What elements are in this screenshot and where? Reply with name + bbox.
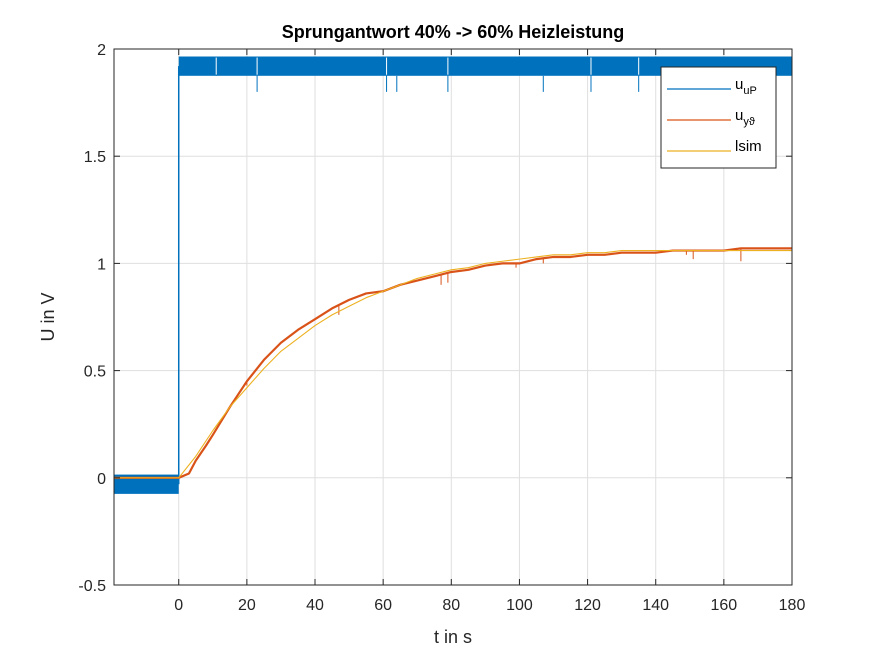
- legend-label: lsim: [735, 138, 762, 155]
- series-layer: [114, 56, 792, 494]
- y-tick-label: 0.5: [84, 364, 106, 381]
- x-tick-label: 60: [374, 597, 392, 614]
- chart-title: Sprungantwort 40% -> 60% Heizleistung: [282, 22, 625, 42]
- axes-box: [113, 48, 793, 586]
- x-tick-label: 140: [642, 597, 669, 614]
- x-tick-label: 40: [306, 597, 324, 614]
- y-tick-label: 0: [97, 471, 106, 488]
- x-axis-label: t in s: [434, 627, 472, 647]
- x-tick-label: 160: [711, 597, 738, 614]
- x-tick-label: 80: [442, 597, 460, 614]
- y-tick-label: -0.5: [78, 578, 106, 595]
- x-tick-label: 180: [779, 597, 806, 614]
- ticks: [114, 48, 793, 586]
- series-lsim: [114, 249, 792, 479]
- x-tick-label: 20: [238, 597, 256, 614]
- legend: uuP uyϑ lsim: [660, 66, 777, 169]
- y-axis-label: U in V: [38, 292, 58, 341]
- y-tick-label: 1: [97, 256, 106, 273]
- legend-label: uyϑ: [735, 107, 755, 128]
- tick-labels: 0 20 40 60 80 100 120 140 160 180 -0.5 0 0.5 1 1.5 2: [78, 42, 805, 614]
- x-tick-label: 100: [506, 597, 533, 614]
- y-tick-label: 1.5: [84, 149, 106, 166]
- noise-band: [114, 474, 179, 494]
- x-tick-label: 120: [574, 597, 601, 614]
- y-tick-label: 2: [97, 42, 106, 59]
- x-tick-label: 0: [174, 597, 183, 614]
- series-line: [114, 249, 792, 479]
- legend-label: uuP: [735, 76, 757, 97]
- series-uup: [114, 56, 792, 494]
